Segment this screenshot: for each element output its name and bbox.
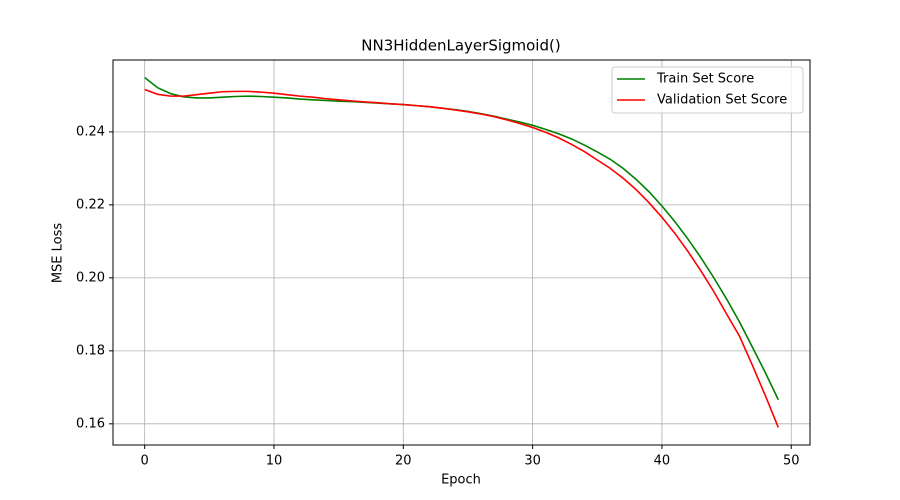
x-tick-label: 10 bbox=[266, 454, 283, 469]
y-tick-label: 0.18 bbox=[76, 343, 105, 358]
y-tick-label: 0.16 bbox=[76, 416, 105, 431]
y-axis-label: MSE Loss bbox=[51, 223, 66, 284]
series-line bbox=[144, 88, 780, 428]
plot-frame bbox=[112, 59, 811, 446]
chart-title: NN3HiddenLayerSigmoid() bbox=[361, 37, 560, 55]
x-tick-label: 30 bbox=[524, 454, 541, 469]
x-tick-label: 0 bbox=[141, 454, 149, 469]
y-tick-label: 0.24 bbox=[76, 124, 105, 139]
x-tick-label: 50 bbox=[783, 454, 800, 469]
legend-label: Validation Set Score bbox=[657, 93, 787, 108]
y-tick-label: 0.22 bbox=[76, 197, 105, 212]
x-tick-label: 40 bbox=[654, 454, 671, 469]
x-axis-label: Epoch bbox=[441, 473, 481, 488]
y-tick-label: 0.20 bbox=[76, 270, 105, 285]
legend-box bbox=[611, 66, 804, 114]
legend-label: Train Set Score bbox=[656, 72, 754, 87]
x-tick-label: 20 bbox=[395, 454, 412, 469]
